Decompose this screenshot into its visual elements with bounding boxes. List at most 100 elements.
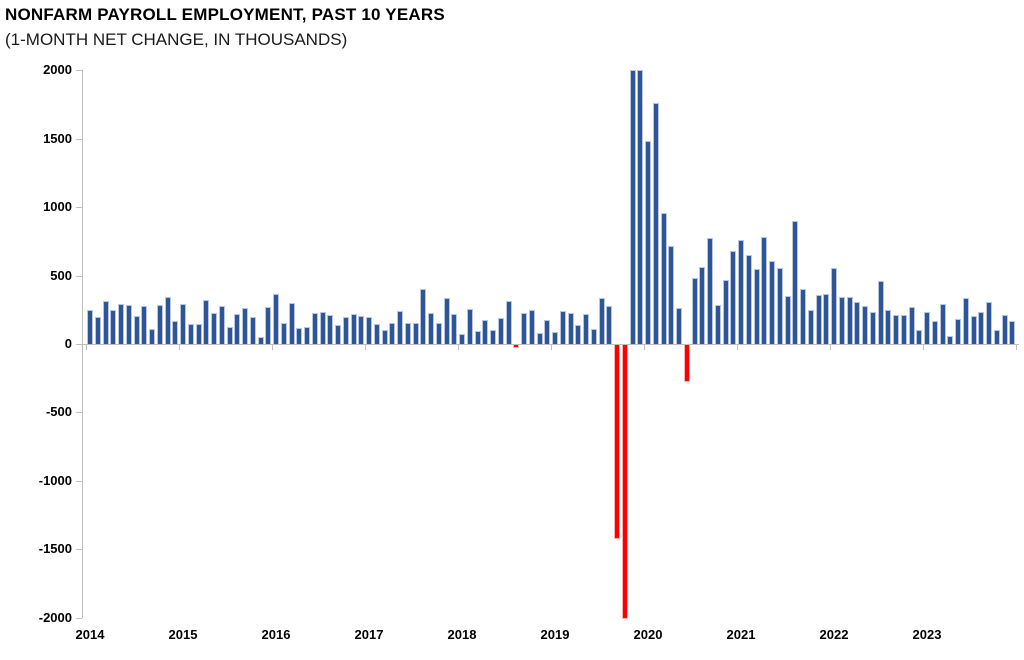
- x-axis-year-tick: [644, 345, 645, 350]
- chart-bar: [908, 307, 915, 344]
- chart-bar: [800, 289, 806, 344]
- chart-bar: [745, 255, 752, 344]
- chart-bar: [621, 345, 628, 619]
- chart-bar: [234, 313, 241, 344]
- x-axis-year-tick: [86, 345, 87, 350]
- x-axis-year-label: 2022: [819, 627, 849, 642]
- chart-bar: [466, 309, 473, 344]
- y-axis-label: 1500: [43, 130, 72, 146]
- x-axis-year-tick: [272, 345, 273, 350]
- chart-bar: [125, 304, 132, 344]
- chart-bar: [559, 311, 566, 344]
- chart-bar: [590, 328, 597, 344]
- x-axis-year-tick: [923, 345, 924, 350]
- chart-bar: [211, 312, 217, 344]
- chart-bar: [342, 316, 349, 344]
- chart-bar: [497, 317, 504, 344]
- chart-bar: [536, 333, 543, 344]
- chart-bar: [149, 328, 155, 344]
- chart-bar: [265, 307, 272, 344]
- chart-bar: [792, 221, 799, 344]
- chart-bar: [335, 324, 341, 344]
- chart-bar: [652, 103, 659, 344]
- x-axis-year-tick: [179, 345, 180, 350]
- chart-bar: [900, 314, 907, 344]
- chart-bar: [327, 314, 334, 344]
- y-axis-label: -2000: [38, 609, 72, 625]
- y-axis-label: -1500: [38, 541, 72, 557]
- chart-bar: [482, 320, 489, 344]
- chart-bar: [1009, 320, 1016, 344]
- chart-bar: [854, 301, 861, 344]
- y-axis-tick: [76, 207, 82, 209]
- y-axis-label: 0: [64, 336, 72, 351]
- y-axis-tick: [76, 70, 82, 72]
- chart-bar: [807, 309, 814, 344]
- chart-bar: [420, 289, 427, 344]
- chart-bar: [164, 296, 171, 344]
- chart-bar: [350, 313, 357, 344]
- chart-bar: [947, 336, 954, 344]
- chart-bar: [474, 330, 481, 344]
- chart-bar: [924, 311, 930, 344]
- chart-bar: [784, 296, 791, 344]
- chart-bar: [993, 329, 1000, 344]
- chart-bar: [273, 294, 279, 344]
- chart-bar: [831, 268, 837, 344]
- chart-bar: [257, 337, 264, 344]
- chart-bar: [862, 305, 868, 344]
- chart-bar: [443, 298, 450, 344]
- chart-bar: [683, 345, 690, 382]
- x-axis-year-label: 2016: [261, 627, 291, 642]
- chart-bar: [660, 213, 667, 344]
- chart-bar: [366, 317, 372, 344]
- chart-bar: [676, 307, 682, 344]
- chart-bar: [133, 315, 140, 344]
- chart-bar: [249, 317, 256, 344]
- chart-bar: [738, 239, 744, 344]
- x-axis-year-label: 2018: [447, 627, 477, 642]
- x-axis-year-label: 2017: [354, 627, 384, 642]
- zero-baseline: [82, 344, 1019, 345]
- y-axis-tick: [76, 412, 82, 414]
- chart-bar: [528, 309, 535, 344]
- y-axis-label: 2000: [43, 62, 72, 78]
- x-axis-year-label: 2014: [75, 627, 105, 642]
- chart-bar: [986, 301, 992, 344]
- chart-bar: [141, 305, 148, 344]
- chart-bar: [645, 141, 651, 344]
- chart-bar: [397, 311, 403, 344]
- x-axis-year-label: 2015: [168, 627, 198, 642]
- chart-bar: [707, 237, 713, 344]
- y-axis-tick: [76, 275, 82, 277]
- chart-bar: [110, 309, 117, 344]
- chart-bar: [838, 296, 845, 344]
- chart-bar: [319, 311, 326, 344]
- chart-bar: [931, 321, 938, 344]
- chart-bar: [513, 345, 520, 348]
- chart-subtitle: (1-MONTH NET CHANGE, IN THOUSANDS): [5, 30, 348, 49]
- chart-bar: [195, 324, 202, 344]
- chart-bar: [606, 306, 613, 344]
- y-axis-line: [82, 70, 83, 618]
- chart-bar: [869, 311, 876, 344]
- chart-bar: [614, 345, 620, 540]
- chart-bar: [544, 320, 551, 344]
- chart-bar: [242, 307, 248, 344]
- chart-bar: [288, 302, 295, 344]
- chart-bar: [939, 303, 946, 344]
- chart-bar: [428, 312, 434, 344]
- y-axis-label: -500: [45, 404, 72, 420]
- chart-bar: [521, 312, 527, 344]
- chart-title: NONFARM PAYROLL EMPLOYMENT, PAST 10 YEAR…: [5, 5, 445, 24]
- y-axis-label: 1000: [43, 199, 72, 215]
- chart-bar: [102, 300, 109, 344]
- chart-bar: [714, 304, 721, 344]
- chart-bar: [722, 279, 729, 344]
- x-axis-year-label: 2023: [912, 627, 942, 642]
- chart-bar: [156, 304, 163, 344]
- y-axis-tick: [76, 344, 82, 345]
- chart-bar: [955, 319, 961, 344]
- chart-bar: [776, 268, 783, 344]
